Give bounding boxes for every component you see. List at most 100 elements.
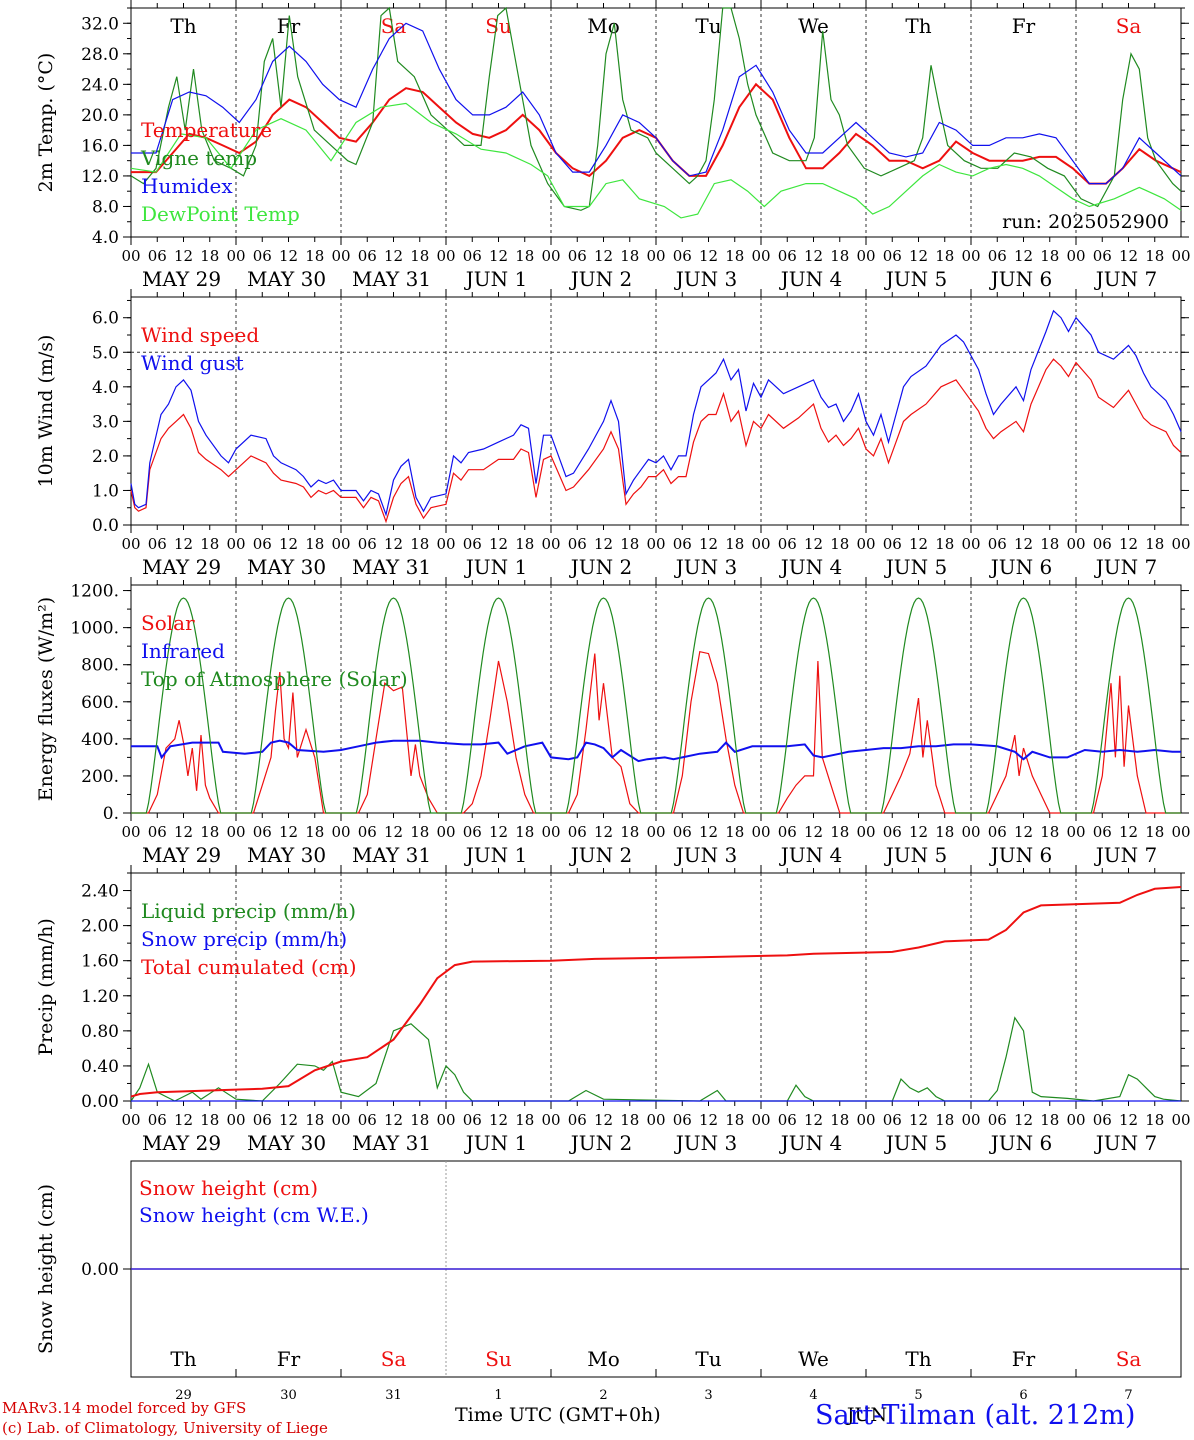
series-line-vigne-temp (130, 6, 1182, 211)
y-axis-label: Snow height (cm) (35, 1184, 57, 1354)
footer-x-axis-label: Time UTC (GMT+0h) (455, 1404, 661, 1426)
x-hour-label: 18 (935, 247, 954, 265)
x-hour-label: 18 (410, 823, 429, 841)
x-hour-label: 12 (1119, 823, 1138, 841)
y-tick-label: 4.0 (92, 378, 119, 398)
x-hour-label: 06 (1093, 1111, 1112, 1129)
x-hour-label: 00 (121, 823, 140, 841)
x-hour-label: 18 (1040, 823, 1059, 841)
x-hour-label: 12 (279, 823, 298, 841)
footer-model-credit: MARv3.14 model forced by GFS (2, 1399, 247, 1417)
y-tick-label: 1200. (70, 582, 119, 602)
x-hour-label: 12 (489, 1111, 508, 1129)
x-hour-label: 00 (541, 823, 560, 841)
x-hour-label: 12 (279, 247, 298, 265)
x-hour-label: 00 (1066, 535, 1085, 553)
run-annotation: run: 2025052900 (1002, 211, 1169, 233)
x-hour-label: 06 (463, 247, 482, 265)
x-hour-label: 00 (121, 535, 140, 553)
x-day-label: MAY 30 (247, 1131, 326, 1155)
x-hour-label: 12 (174, 823, 193, 841)
x-hour-label: 18 (1145, 1111, 1164, 1129)
x-hour-label: 00 (961, 823, 980, 841)
x-hour-label: 12 (1119, 247, 1138, 265)
x-hour-label: 00 (331, 247, 350, 265)
x-hour-label: 00 (541, 1111, 560, 1129)
bottom-day-number: 1 (494, 1388, 502, 1403)
x-hour-label: 06 (778, 823, 797, 841)
y-axis-label: Precip (mm/h) (35, 918, 57, 1056)
x-hour-label: 12 (1014, 823, 1033, 841)
series-line-top-of-atmosphere-solar- (131, 597, 1181, 814)
y-tick-label: 1.60 (81, 952, 119, 972)
x-hour-label: 00 (856, 1111, 875, 1129)
weekday-label: Fr (277, 1347, 301, 1371)
bottom-day-number: 5 (914, 1388, 922, 1403)
x-day-label: JUN 4 (779, 267, 842, 291)
y-tick-label: 1.20 (81, 987, 119, 1007)
x-day-label: MAY 29 (142, 555, 221, 579)
x-hour-label: 12 (909, 823, 928, 841)
x-hour-label: 18 (620, 823, 639, 841)
legend-entry: Snow precip (mm/h) (141, 927, 347, 951)
weekday-label: Th (905, 14, 931, 38)
x-hour-label: 12 (909, 535, 928, 553)
x-day-label: JUN 1 (464, 1131, 527, 1155)
x-day-label: JUN 6 (989, 267, 1052, 291)
x-day-label: JUN 5 (884, 1131, 947, 1155)
x-hour-label: 12 (699, 1111, 718, 1129)
x-hour-label: 12 (174, 247, 193, 265)
x-hour-label: 00 (226, 1111, 245, 1129)
x-hour-label: 18 (830, 535, 849, 553)
x-hour-label: 06 (253, 1111, 272, 1129)
x-hour-label: 06 (673, 823, 692, 841)
y-tick-label: 2.40 (81, 882, 119, 902)
x-day-label: MAY 31 (352, 1131, 431, 1155)
bottom-day-number: 7 (1124, 1388, 1132, 1403)
x-hour-label: 18 (410, 1111, 429, 1129)
x-hour-label: 06 (358, 823, 377, 841)
x-hour-label: 18 (1040, 1111, 1059, 1129)
x-hour-label: 00 (331, 535, 350, 553)
legend-entry: Wind speed (141, 323, 259, 347)
x-day-label: JUN 3 (674, 555, 737, 579)
x-hour-label: 06 (883, 247, 902, 265)
x-day-label: JUN 6 (989, 555, 1052, 579)
x-hour-label: 06 (253, 535, 272, 553)
bottom-month-label: JUN (845, 1404, 887, 1426)
x-day-label: JUN 5 (884, 267, 947, 291)
x-hour-label: 18 (515, 1111, 534, 1129)
x-hour-label: 00 (121, 247, 140, 265)
x-day-label: JUN 1 (464, 267, 527, 291)
x-hour-label: 18 (1040, 535, 1059, 553)
x-day-label: MAY 30 (247, 267, 326, 291)
x-hour-label: 12 (1119, 1111, 1138, 1129)
y-axis-label: 2m Temp. (°C) (35, 53, 57, 193)
x-hour-label: 06 (358, 535, 377, 553)
legend-entry: Wind gust (141, 351, 244, 375)
x-hour-label: 06 (568, 535, 587, 553)
x-hour-label: 00 (226, 823, 245, 841)
x-hour-label: 06 (1093, 823, 1112, 841)
legend-entry: DewPoint Temp (141, 202, 300, 226)
y-tick-label: 0.80 (81, 1022, 119, 1042)
x-hour-label: 18 (410, 535, 429, 553)
x-hour-label: 18 (935, 1111, 954, 1129)
x-hour-label: 06 (463, 535, 482, 553)
legend-entry: Solar (141, 611, 195, 635)
x-hour-label: 06 (1093, 535, 1112, 553)
x-hour-label: 18 (1145, 535, 1164, 553)
y-tick-label: 0. (103, 804, 119, 824)
x-hour-label: 06 (883, 823, 902, 841)
x-hour-label: 00 (856, 247, 875, 265)
x-hour-label: 06 (463, 1111, 482, 1129)
x-hour-label: 12 (489, 535, 508, 553)
y-tick-label: 0.00 (81, 1092, 119, 1112)
x-hour-label: 00 (751, 247, 770, 265)
x-hour-label: 12 (804, 1111, 823, 1129)
x-hour-label: 12 (174, 1111, 193, 1129)
x-hour-label: 06 (778, 535, 797, 553)
x-hour-label: 18 (305, 535, 324, 553)
x-day-label: JUN 7 (1094, 843, 1157, 867)
y-tick-label: 2.00 (81, 917, 119, 937)
